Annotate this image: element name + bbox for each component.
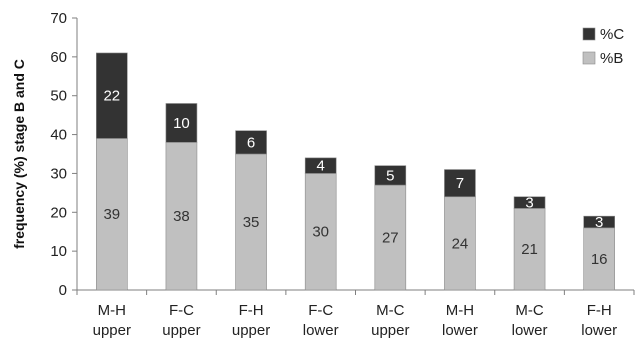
x-tick-label: M-C [515, 302, 543, 319]
bar-segment-b [374, 184, 407, 291]
bars [96, 52, 615, 291]
bar-segment-c [583, 215, 615, 229]
x-tick-label: F-C [169, 302, 194, 319]
x-tick-label: upper [232, 322, 270, 339]
data-label-b: 16 [591, 251, 608, 268]
data-label-b: 39 [103, 206, 120, 223]
x-tick-label: upper [93, 322, 131, 339]
bar-segment-c [513, 196, 546, 209]
data-label-c: 10 [173, 115, 190, 132]
data-label-b: 21 [521, 241, 538, 258]
data-label-b: 38 [173, 208, 190, 225]
legend-swatch-b [582, 51, 596, 65]
legend-swatch-c [582, 27, 596, 41]
value-labels: 39 22 38 10 35 6 30 4 27 5 24 7 21 3 16 3 [103, 88, 607, 268]
x-tick-label: lower [303, 322, 339, 339]
x-tick-label: F-C [308, 302, 333, 319]
y-tick-label: 10 [50, 243, 67, 260]
y-tick-label: 50 [50, 88, 67, 105]
bar-segment-c [165, 103, 198, 143]
bar-segment-b [513, 208, 546, 291]
y-tick-label: 30 [50, 165, 67, 182]
x-tick-label: lower [512, 322, 548, 339]
y-tick-label: 0 [59, 282, 67, 299]
y-tick-label: 70 [50, 10, 67, 27]
bar-segment-b [583, 227, 615, 291]
data-label-c: 5 [386, 167, 394, 184]
bar-segment-b [235, 153, 267, 291]
y-tick-label: 20 [50, 204, 67, 221]
bar-segment-c [235, 130, 267, 155]
x-tick-label: lower [581, 322, 617, 339]
bar-segment-b [444, 196, 476, 291]
bar-segment-c [304, 157, 337, 174]
bar-segment-b [96, 138, 128, 291]
data-label-c: 3 [525, 195, 533, 212]
data-label-b: 24 [452, 235, 469, 252]
bar-segment-c [374, 165, 407, 186]
data-label-c: 4 [317, 158, 325, 175]
x-tick-label: M-C [376, 302, 404, 319]
data-label-c: 7 [456, 175, 464, 192]
bar-segment-c [444, 169, 476, 198]
bar-segment-b [165, 142, 198, 291]
bar-segment-b [304, 173, 337, 291]
y-tick-label: 60 [50, 49, 67, 66]
data-label-c: 6 [247, 134, 255, 151]
x-tick-label: M-H [446, 302, 474, 319]
legend: %C %B [582, 26, 624, 67]
y-tick-label: 40 [50, 127, 67, 144]
x-tick-label: F-H [239, 302, 264, 319]
axes: 0 10 20 30 40 50 60 70 frequency (%) stage B and… [11, 10, 635, 339]
legend-label-b: %B [600, 50, 623, 67]
data-label-b: 27 [382, 230, 399, 247]
data-label-b: 35 [243, 214, 260, 231]
x-tick-label: lower [442, 322, 478, 339]
data-label-c: 3 [595, 214, 603, 231]
data-label-b: 30 [312, 224, 329, 241]
legend-label-c: %C [600, 26, 624, 43]
x-tick-label: upper [371, 322, 409, 339]
x-tick-label: upper [162, 322, 200, 339]
x-tick-label: F-H [587, 302, 612, 319]
x-tick-label: M-H [98, 302, 126, 319]
y-axis-title: frequency (%) stage B and C [11, 59, 27, 249]
data-label-c: 22 [103, 88, 120, 105]
bar-segment-c [96, 52, 128, 139]
